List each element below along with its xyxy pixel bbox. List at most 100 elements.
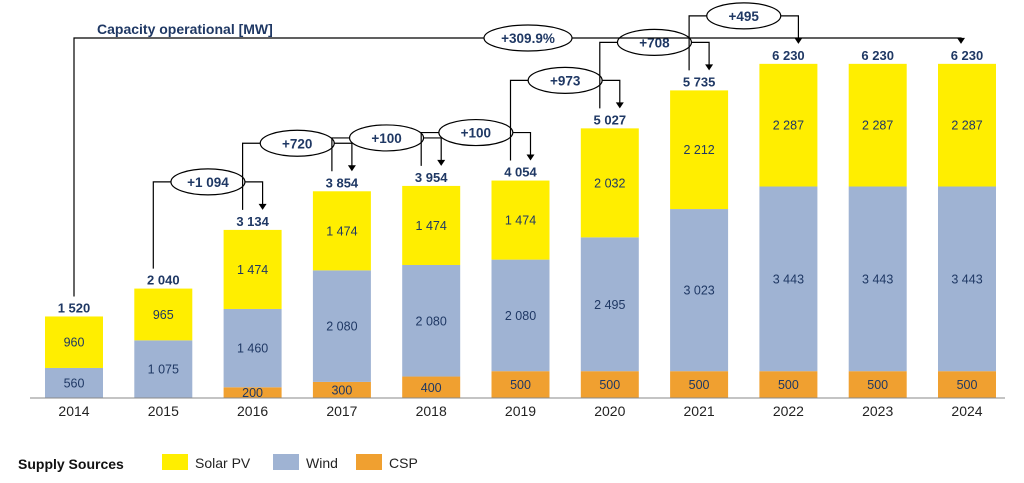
bar-csp-2019 bbox=[491, 371, 550, 398]
segment-label: 1 460 bbox=[237, 342, 268, 356]
bar-solar-pv-2021 bbox=[670, 90, 729, 210]
bar-wind-2016 bbox=[223, 308, 282, 388]
bar-wind-2015 bbox=[134, 340, 193, 398]
segment-label: 3 443 bbox=[951, 272, 982, 286]
arrow-head bbox=[794, 37, 803, 44]
chart-title: Capacity operational [MW] bbox=[97, 21, 273, 37]
legend-label: CSP bbox=[389, 455, 418, 471]
segment-label: 960 bbox=[64, 336, 85, 350]
bar-wind-2014 bbox=[45, 367, 103, 398]
legend-swatch-csp bbox=[356, 454, 382, 470]
x-tick-label: 2024 bbox=[951, 403, 982, 419]
x-tick-label: 2019 bbox=[505, 403, 536, 419]
segment-label: 500 bbox=[599, 378, 620, 392]
overall-delta-bubble bbox=[483, 24, 573, 52]
bar-solar-pv-2023 bbox=[848, 63, 907, 187]
delta-label: +720 bbox=[282, 136, 312, 151]
x-tick-group: 2014 2015 2016 2017 2018 2019 2020 2021 2022 2023… bbox=[58, 403, 982, 419]
segment-label: 3 443 bbox=[773, 272, 804, 286]
total-label-2024: 6 230 bbox=[951, 48, 984, 63]
delta-label: +100 bbox=[461, 126, 491, 141]
bar-wind-2024 bbox=[938, 186, 996, 372]
segment-label: 500 bbox=[778, 378, 799, 392]
bar-wind-2021 bbox=[670, 209, 729, 372]
bar-solar-pv-2024 bbox=[938, 63, 996, 187]
bar-wind-2017 bbox=[312, 270, 371, 382]
total-label-2015: 2 040 bbox=[147, 273, 180, 288]
x-tick-label: 2023 bbox=[862, 403, 893, 419]
arrow-head bbox=[957, 37, 965, 44]
delta-bubble bbox=[438, 118, 514, 147]
segment-label: 3 023 bbox=[683, 284, 714, 298]
segment-label: 1 474 bbox=[416, 219, 447, 233]
delta-bubble bbox=[170, 168, 246, 196]
segment-label: 560 bbox=[64, 376, 85, 390]
x-tick-label: 2017 bbox=[326, 403, 357, 419]
bar-solar-pv-2015 bbox=[134, 288, 193, 341]
delta-label: +1 094 bbox=[187, 175, 229, 190]
x-tick-label: 2014 bbox=[58, 403, 89, 419]
segment-label: 2 287 bbox=[862, 119, 893, 133]
total-label-2014: 1 520 bbox=[58, 300, 91, 315]
bar-csp-2016 bbox=[223, 387, 282, 398]
bar-solar-pv-2019 bbox=[491, 180, 550, 260]
segment-label: 2 080 bbox=[416, 314, 447, 328]
bar-csp-2021 bbox=[670, 371, 729, 398]
segment-label: 2 287 bbox=[951, 119, 982, 133]
x-tick-label: 2022 bbox=[773, 403, 804, 419]
bar-wind-2018 bbox=[402, 264, 461, 377]
delta-label: +100 bbox=[371, 131, 401, 146]
total-label-2023: 6 230 bbox=[861, 48, 894, 63]
bar-solar-pv-2020 bbox=[580, 128, 639, 238]
delta-bubble bbox=[259, 129, 335, 157]
label-group: 560 960 1 520 1 075 965 2 040 200 1 460 1 474 3 1… bbox=[58, 48, 984, 400]
legend-label: Solar PV bbox=[195, 455, 251, 471]
segment-label: 400 bbox=[421, 381, 442, 395]
delta-bubble bbox=[706, 2, 782, 30]
bar-csp-2022 bbox=[759, 371, 818, 398]
segment-label: 500 bbox=[957, 378, 978, 392]
total-label-2020: 5 027 bbox=[594, 112, 627, 127]
bar-group bbox=[45, 63, 996, 398]
arrow-head bbox=[258, 203, 267, 210]
delta-label: +708 bbox=[639, 35, 670, 50]
legend-swatch-wind bbox=[273, 454, 299, 470]
arrow-head bbox=[437, 159, 446, 166]
segment-label: 3 443 bbox=[862, 272, 893, 286]
segment-label: 1 474 bbox=[237, 263, 268, 277]
total-label-2016: 3 134 bbox=[236, 214, 269, 229]
legend-title: Supply Sources bbox=[18, 456, 124, 472]
total-label-2022: 6 230 bbox=[772, 48, 805, 63]
bar-wind-2019 bbox=[491, 259, 550, 372]
delta-bubble bbox=[616, 28, 693, 56]
segment-label: 2 080 bbox=[326, 320, 357, 334]
bar-solar-pv-2022 bbox=[759, 63, 818, 187]
bar-csp-2023 bbox=[848, 371, 907, 398]
bar-csp-2017 bbox=[312, 381, 371, 398]
x-tick-label: 2020 bbox=[594, 403, 625, 419]
segment-label: 2 495 bbox=[594, 298, 625, 312]
delta-label: +495 bbox=[729, 9, 760, 24]
segment-label: 2 080 bbox=[505, 309, 536, 323]
segment-label: 200 bbox=[242, 386, 263, 400]
arrow-head bbox=[347, 165, 356, 172]
total-label-2019: 4 054 bbox=[504, 165, 537, 180]
segment-label: 300 bbox=[331, 383, 352, 397]
bar-csp-2020 bbox=[580, 371, 639, 398]
x-tick-label: 2015 bbox=[148, 403, 179, 419]
bar-wind-2022 bbox=[759, 186, 818, 372]
total-label-2017: 3 854 bbox=[326, 175, 359, 190]
bar-csp-2024 bbox=[938, 371, 996, 398]
segment-label: 2 212 bbox=[683, 143, 714, 157]
bar-csp-2018 bbox=[402, 376, 461, 398]
legend-swatch-solar-pv bbox=[162, 454, 188, 470]
segment-label: 2 032 bbox=[594, 176, 625, 190]
bar-wind-2023 bbox=[848, 186, 907, 372]
bar-solar-pv-2014 bbox=[45, 316, 103, 368]
segment-label: 1 474 bbox=[505, 214, 536, 228]
x-tick-label: 2021 bbox=[684, 403, 715, 419]
bar-wind-2020 bbox=[580, 237, 639, 372]
x-tick-label: 2016 bbox=[237, 403, 268, 419]
arrow-head bbox=[705, 64, 714, 71]
